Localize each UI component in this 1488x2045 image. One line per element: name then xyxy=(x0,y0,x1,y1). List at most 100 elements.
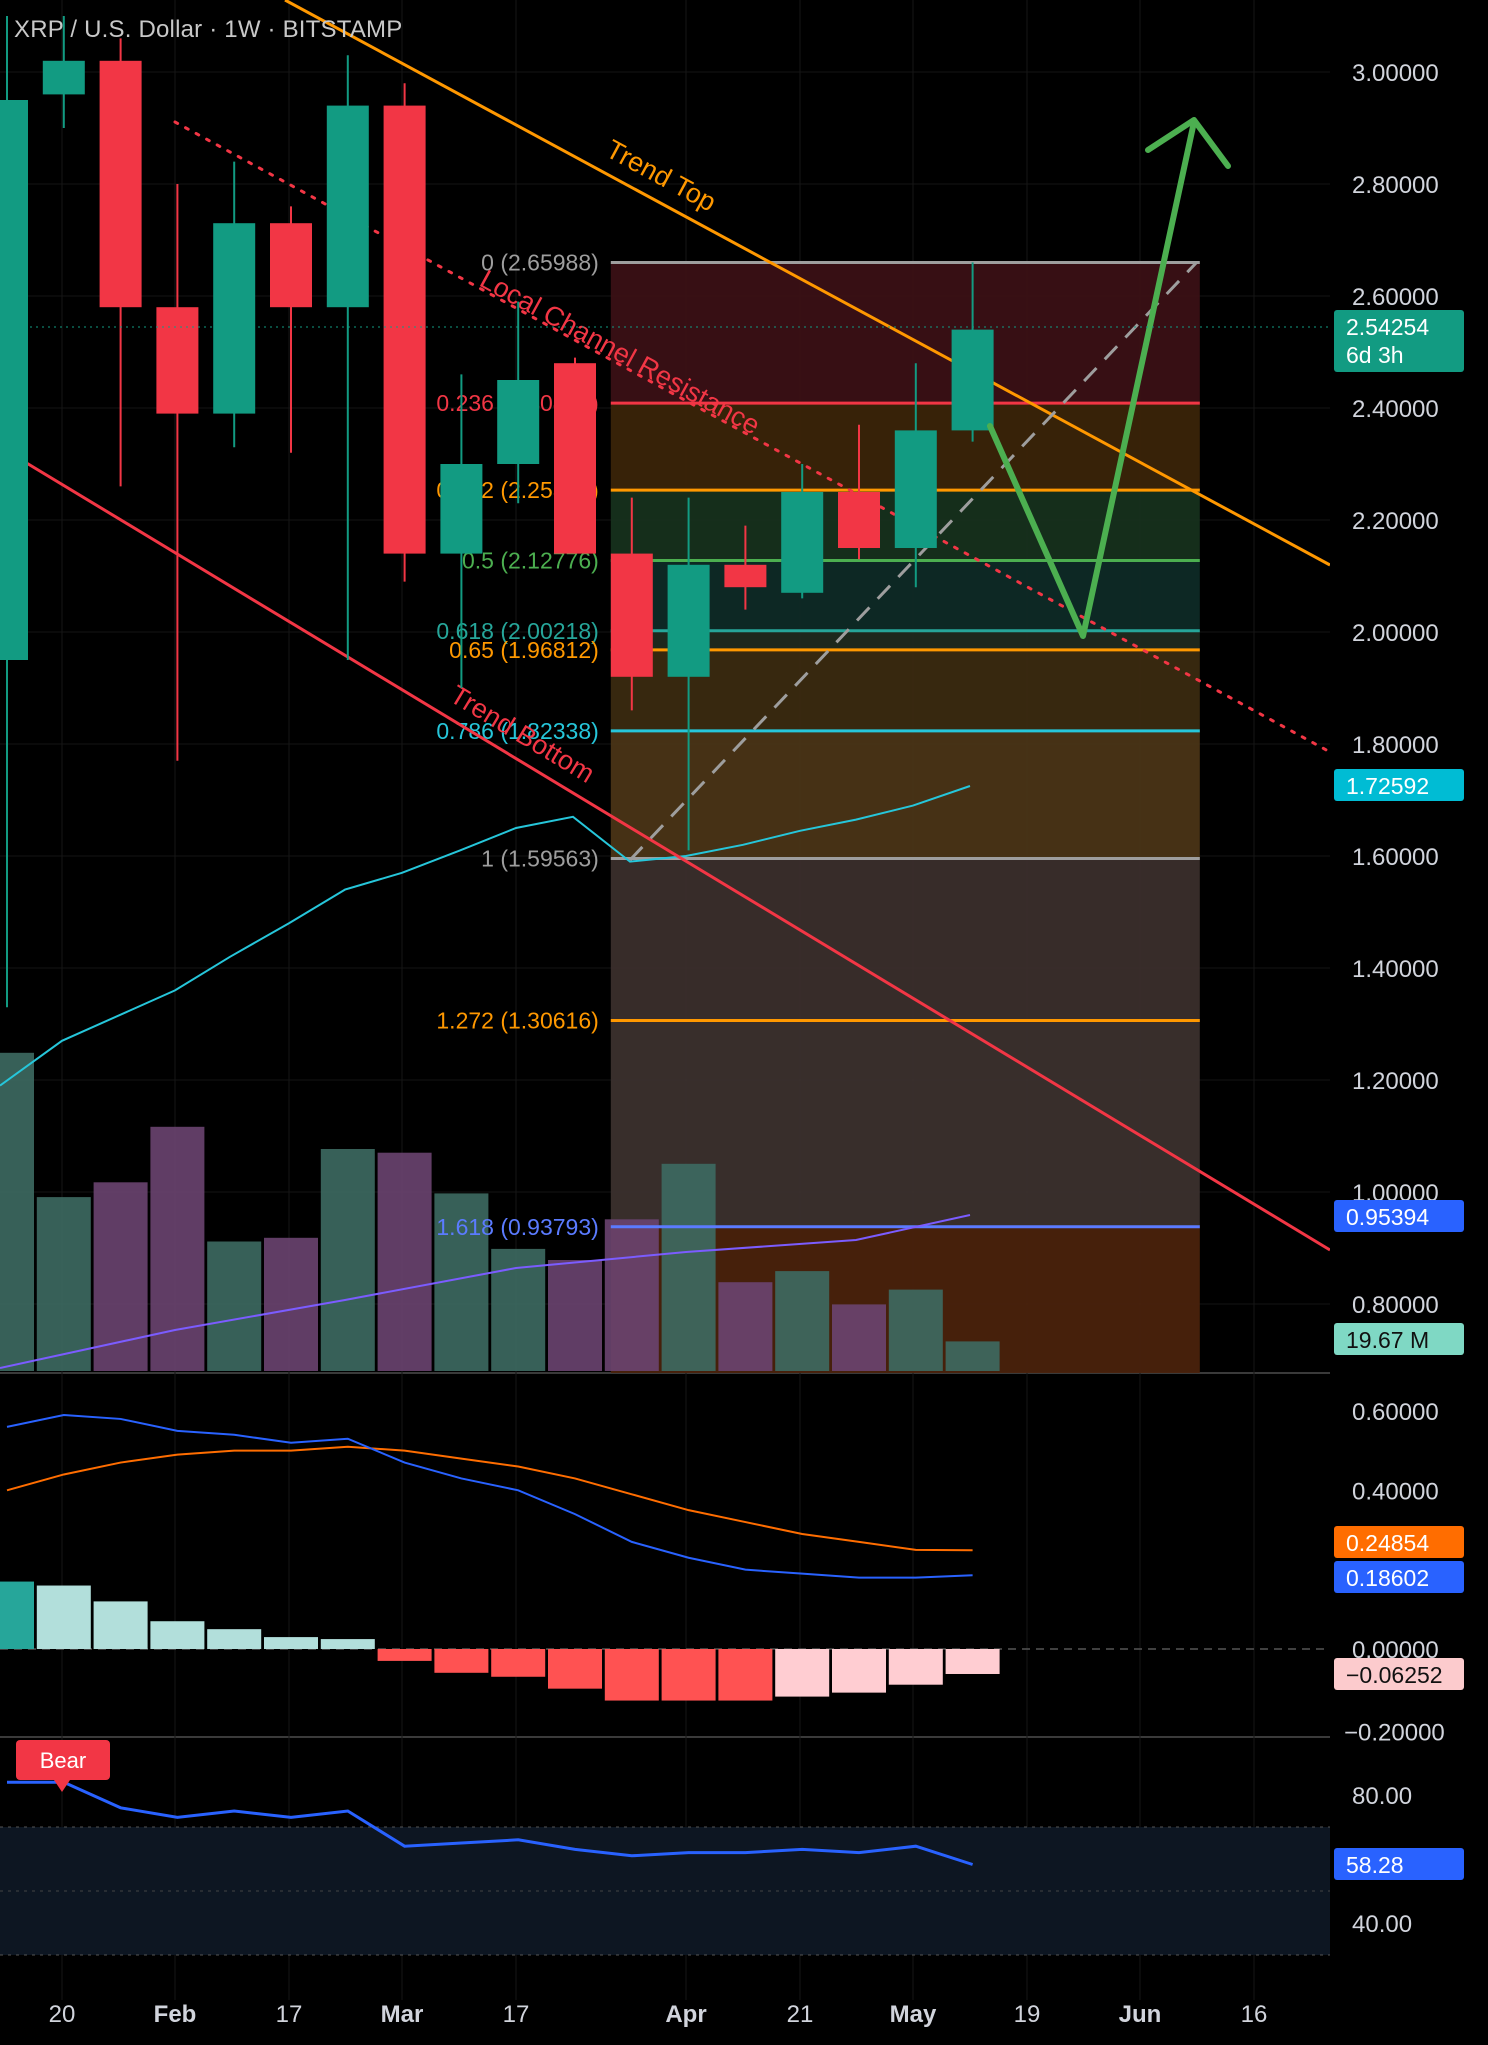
candle-body xyxy=(781,492,824,593)
candle-body xyxy=(838,492,880,548)
trend-top-line xyxy=(284,0,1331,567)
macd-histogram-bar xyxy=(264,1637,318,1649)
volume-bar xyxy=(377,1152,432,1371)
volume-bar xyxy=(888,1289,943,1371)
candle-body xyxy=(667,564,710,677)
macd-tick-label: −0.20000 xyxy=(1344,1719,1445,1746)
macd-histogram-bar xyxy=(0,1581,34,1649)
fib-value-badge-bg xyxy=(1334,1200,1464,1232)
price-tick-label: 1.60000 xyxy=(1352,844,1439,871)
time-tick-label: Apr xyxy=(665,2001,706,2028)
time-tick-label: 17 xyxy=(503,2001,530,2028)
time-tick-label: 20 xyxy=(49,2001,76,2028)
candle-body xyxy=(99,60,142,308)
time-tick-label: 19 xyxy=(1014,2001,1041,2028)
macd-histogram-bar xyxy=(150,1621,205,1649)
macd-signal-badge: 0.24854 xyxy=(1346,1530,1429,1556)
volume-bar xyxy=(661,1163,716,1371)
volume-bar xyxy=(775,1271,830,1371)
last-price-badge-bg xyxy=(1334,310,1464,372)
trend-bottom-line xyxy=(4,448,1331,1252)
macd-histogram-bar xyxy=(832,1649,886,1693)
volume-bar xyxy=(320,1149,375,1371)
volume-bar xyxy=(491,1248,546,1371)
macd-tick-label: 0.40000 xyxy=(1352,1478,1439,1505)
chart-title: XRP / U.S. Dollar · 1W · BITSTAMP xyxy=(14,16,403,43)
volume-bar xyxy=(718,1282,773,1371)
rsi-tick-label: 40.00 xyxy=(1352,1911,1412,1938)
fib-level-label: 0 (2.65988) xyxy=(481,249,599,275)
fib-zone xyxy=(610,858,1200,1021)
volume-ma-line xyxy=(0,1214,971,1369)
time-tick-label: May xyxy=(890,2001,937,2028)
macd-line-badge: 0.18602 xyxy=(1346,1565,1429,1591)
rsi-tick-label: 80.00 xyxy=(1352,1783,1412,1810)
macd-tick-label: 0.60000 xyxy=(1352,1399,1439,1426)
macd-histogram-bar xyxy=(945,1649,1000,1674)
time-tick-label: 17 xyxy=(276,2001,303,2028)
volume-bar xyxy=(36,1197,91,1371)
macd-signal-badge-bg xyxy=(1334,1526,1464,1558)
projection-arrow-head xyxy=(1145,117,1231,169)
price-tick-label: 1.80000 xyxy=(1352,732,1439,759)
fib-level-label: 1.618 (0.93793) xyxy=(436,1214,598,1240)
candle-body xyxy=(440,464,483,554)
macd-histogram-bar xyxy=(434,1649,489,1673)
rsi-line xyxy=(7,1780,974,1866)
fib-diagonal xyxy=(628,260,1199,862)
candle-body xyxy=(894,430,937,548)
time-tick-label: Jun xyxy=(1119,2001,1162,2028)
volume-bar xyxy=(264,1237,318,1371)
macd-histogram-bar xyxy=(661,1649,716,1701)
fib-zone xyxy=(610,630,1200,650)
fib-value-badge: 0.95394 xyxy=(1346,1204,1429,1230)
macd-signal-line xyxy=(6,1445,973,1552)
candle-body xyxy=(497,380,540,464)
macd-line xyxy=(6,1413,973,1579)
moving-average-line xyxy=(0,785,971,1087)
bear-tag xyxy=(16,1740,110,1780)
projection-arrow xyxy=(987,119,1197,639)
volume-bar xyxy=(548,1260,602,1371)
fib-level-label: 0.65 (1.96812) xyxy=(449,637,599,663)
macd-histogram-bar xyxy=(548,1649,602,1689)
price-tick-label: 2.60000 xyxy=(1352,284,1439,311)
candle-body xyxy=(951,329,994,431)
candle-body xyxy=(383,105,426,554)
price-tick-label: 2.40000 xyxy=(1352,396,1439,423)
bear-tag-pointer xyxy=(54,1780,70,1792)
time-tick-label: 16 xyxy=(1241,2001,1268,2028)
volume-bar xyxy=(604,1219,659,1371)
time-tick-label: 21 xyxy=(787,2001,814,2028)
macd-histogram-bar xyxy=(207,1629,262,1649)
macd-histogram-bar xyxy=(604,1649,659,1701)
macd-histogram-bar xyxy=(93,1601,148,1649)
volume-value-badge: 19.67 M xyxy=(1346,1327,1429,1353)
volume-bar xyxy=(832,1304,886,1371)
fib-level-label: 1.272 (1.30616) xyxy=(436,1008,598,1034)
macd-hist-badge: −0.06252 xyxy=(1346,1662,1443,1688)
volume-bar xyxy=(945,1341,1000,1371)
candle-body xyxy=(213,223,256,414)
macd-line-badge-bg xyxy=(1334,1561,1464,1593)
macd-histogram-bar xyxy=(36,1585,91,1649)
price-tick-label: 1.20000 xyxy=(1352,1068,1439,1095)
time-tick-label: Feb xyxy=(154,2001,197,2028)
candle-body xyxy=(42,60,85,95)
macd-histogram-bar xyxy=(320,1639,375,1649)
candle-body xyxy=(156,307,199,414)
rsi-value-badge-bg xyxy=(1334,1848,1464,1880)
fib-level-label: 0.618 (2.00218) xyxy=(436,618,598,644)
fib-level-label: 1 (1.59563) xyxy=(481,845,599,871)
macd-histogram-bar xyxy=(775,1649,830,1697)
macd-histogram-bar xyxy=(491,1649,546,1677)
volume-bar xyxy=(0,1052,34,1371)
ma-value-badge-bg xyxy=(1334,769,1464,801)
bear-label: Bear xyxy=(40,1748,86,1773)
price-tick-label: 2.00000 xyxy=(1352,620,1439,647)
price-tick-label: 1.40000 xyxy=(1352,956,1439,983)
price-tick-label: 2.80000 xyxy=(1352,172,1439,199)
macd-histogram-bar xyxy=(718,1649,773,1701)
